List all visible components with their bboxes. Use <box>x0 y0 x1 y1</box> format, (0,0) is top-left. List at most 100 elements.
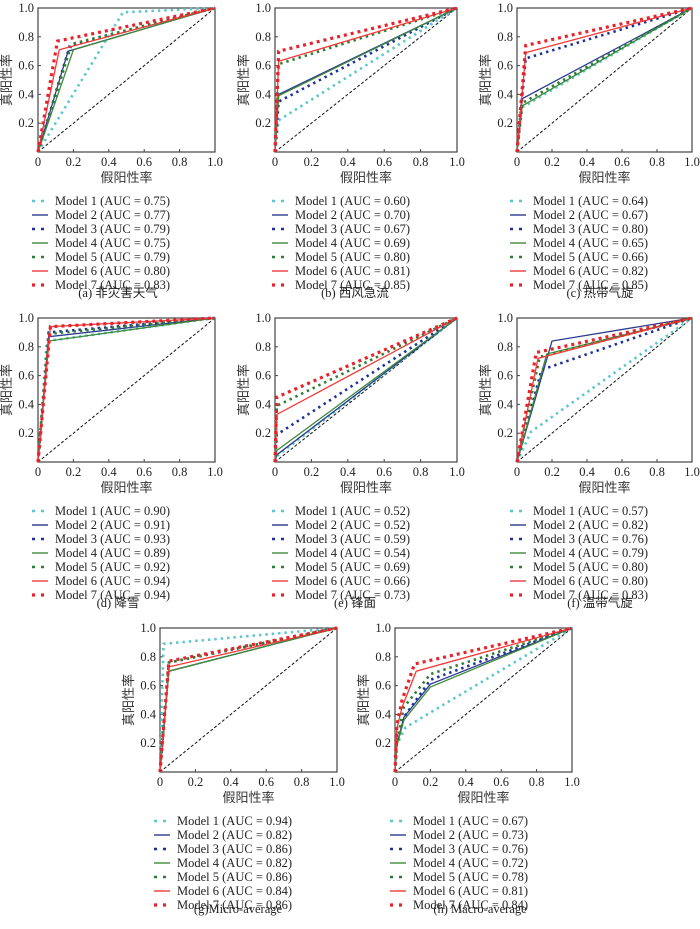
roc-curve-model-6 <box>37 7 216 153</box>
x-tick-label: 0.2 <box>188 775 204 789</box>
roc-curve-model-1 <box>36 6 216 153</box>
legend-swatch-icon <box>510 580 526 582</box>
legend-item: Model 5 (AUC = 0.69) <box>270 560 410 574</box>
y-tick-label: 0.4 <box>375 707 391 721</box>
x-tick-label: 0.8 <box>172 155 188 169</box>
legend-item: Model 5 (AUC = 0.78) <box>388 870 528 884</box>
y-tick-label: 0.6 <box>140 679 156 693</box>
legend-swatch-icon <box>510 552 526 554</box>
legend-item: Model 3 (AUC = 0.80) <box>508 222 648 236</box>
legend-label: Model 7 (AUC = 0.83) <box>533 588 649 602</box>
legend-item: Model 5 (AUC = 0.80) <box>270 250 410 264</box>
legend-swatch-icon <box>510 255 526 259</box>
x-tick-label: 1.0 <box>449 155 465 169</box>
x-tick-label: 0.4 <box>340 465 356 479</box>
legend-label: Model 7 (AUC = 0.73) <box>295 588 411 602</box>
legend-swatch-icon <box>32 283 48 287</box>
y-tick-label: 0.6 <box>255 369 271 383</box>
legend-label: Model 2 (AUC = 0.82) <box>177 828 293 842</box>
legend-label: Model 4 (AUC = 0.89) <box>55 546 171 560</box>
legend-swatch-icon <box>510 565 526 569</box>
x-tick-label: 1.0 <box>449 465 465 479</box>
legend-swatch-icon <box>32 537 48 541</box>
legend-swatch-icon <box>272 593 288 597</box>
legend-swatch-icon <box>32 227 48 231</box>
x-tick-label: 0.6 <box>136 155 152 169</box>
x-tick-label: 0.2 <box>544 155 560 169</box>
chance-diagonal <box>159 627 338 773</box>
y-tick-label: 0.8 <box>497 340 513 354</box>
y-axis-title: 真阳性率 <box>0 54 15 106</box>
legend: Model 1 (AUC = 0.90) Model 2 (AUC = 0.91)… <box>30 504 170 602</box>
chance-diagonal <box>516 7 693 153</box>
y-tick-label: 1.0 <box>497 311 513 325</box>
roc-curve-model-7 <box>515 316 693 463</box>
legend: Model 1 (AUC = 0.57) Model 2 (AUC = 0.82)… <box>508 504 648 602</box>
legend-swatch-icon <box>510 524 526 526</box>
legend-swatch-icon <box>510 283 526 287</box>
legend-label: Model 6 (AUC = 0.66) <box>295 574 411 588</box>
legend-label: Model 4 (AUC = 0.72) <box>413 856 529 870</box>
legend-swatch-icon <box>32 552 48 554</box>
y-tick-label: 0.6 <box>497 59 513 73</box>
legend-swatch-icon <box>510 537 526 541</box>
legend-label: Model 2 (AUC = 0.73) <box>413 828 529 842</box>
x-tick-label: 1.0 <box>684 155 700 169</box>
y-tick-label: 0.2 <box>255 116 271 130</box>
x-tick-label: 0 <box>272 465 278 479</box>
x-tick-label: 1.0 <box>207 155 223 169</box>
legend-item: Model 1 (AUC = 0.94) <box>152 814 292 828</box>
roc-curve-model-7 <box>36 6 216 153</box>
legend: Model 1 (AUC = 0.94) Model 2 (AUC = 0.82)… <box>152 814 292 912</box>
panel-caption: (e) 锋面 <box>334 596 376 610</box>
y-axis-title: 真阳性率 <box>236 54 252 106</box>
legend-item: Model 2 (AUC = 0.77) <box>30 208 170 222</box>
legend-swatch-icon <box>154 903 170 907</box>
legend-item: Model 5 (AUC = 0.80) <box>508 560 648 574</box>
y-tick-label: 0.2 <box>497 116 513 130</box>
x-tick-label: 0.2 <box>544 465 560 479</box>
chance-diagonal <box>394 627 573 773</box>
legend-swatch-icon <box>390 834 406 836</box>
legend-label: Model 7 (AUC = 0.84) <box>413 898 529 912</box>
legend-label: Model 5 (AUC = 0.92) <box>55 560 171 574</box>
roc-curve-model-7 <box>36 316 216 463</box>
x-tick-label: 0.6 <box>493 775 509 789</box>
legend-item: Model 3 (AUC = 0.76) <box>508 532 648 546</box>
legend-label: Model 2 (AUC = 0.82) <box>533 518 649 532</box>
chance-diagonal <box>516 317 693 463</box>
panel-caption: (g)Micro-average <box>193 902 283 916</box>
y-tick-label: 0.4 <box>255 87 271 101</box>
y-tick-label: 1.0 <box>18 311 34 325</box>
legend-item: Model 4 (AUC = 0.54) <box>270 546 410 560</box>
y-tick-label: 0.8 <box>18 30 34 44</box>
y-tick-label: 0.8 <box>375 650 391 664</box>
legend-swatch-icon <box>272 524 288 526</box>
legend-label: Model 7 (AUC = 0.83) <box>55 278 171 292</box>
legend-label: Model 2 (AUC = 0.52) <box>295 518 411 532</box>
y-tick-label: 1.0 <box>140 621 156 635</box>
legend-swatch-icon <box>32 524 48 526</box>
panel-caption: (a) 非灾害天气 <box>78 286 158 300</box>
x-tick-label: 0.4 <box>579 155 595 169</box>
x-tick-label: 1.0 <box>684 465 700 479</box>
roc-curve-model-4 <box>37 7 216 153</box>
y-tick-label: 0.8 <box>497 30 513 44</box>
panel-caption: (b) 西风急流 <box>321 286 389 300</box>
legend-item: Model 7 (AUC = 0.83) <box>508 588 648 602</box>
y-tick-label: 0.6 <box>255 59 271 73</box>
legend-item: Model 4 (AUC = 0.72) <box>388 856 528 870</box>
legend-label: Model 7 (AUC = 0.94) <box>55 588 171 602</box>
y-tick-label: 0.2 <box>375 736 391 750</box>
legend: Model 1 (AUC = 0.60) Model 2 (AUC = 0.70)… <box>270 194 410 292</box>
x-axis-title: 假阳性率 <box>578 170 630 186</box>
legend-item: Model 2 (AUC = 0.52) <box>270 518 410 532</box>
legend-item: Model 4 (AUC = 0.75) <box>30 236 170 250</box>
x-tick-label: 0 <box>35 155 41 169</box>
legend-swatch-icon <box>32 255 48 259</box>
legend-label: Model 5 (AUC = 0.66) <box>533 250 649 264</box>
x-tick-label: 0.2 <box>423 775 439 789</box>
